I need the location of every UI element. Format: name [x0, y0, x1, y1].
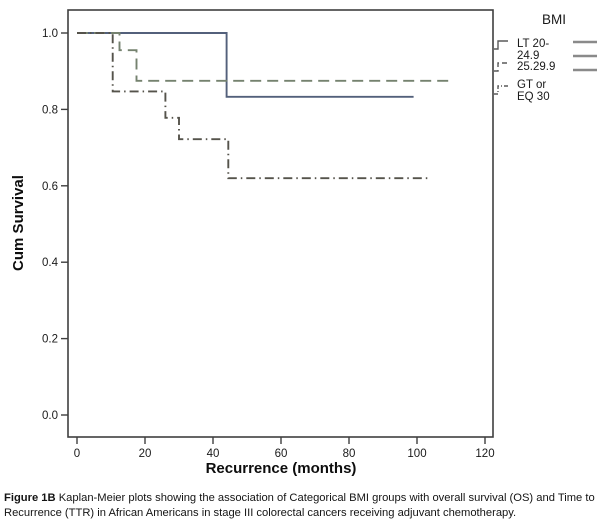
- curve-25-29-9: [77, 32, 451, 82]
- y-axis-title: Cum Survival: [10, 175, 27, 271]
- x-tick-label: 20: [139, 448, 152, 460]
- plot-border: [67, 9, 494, 438]
- survival-curves: [77, 32, 451, 180]
- y-tick-label: 0.4: [42, 257, 59, 269]
- legend-label-line: 25.29.9: [517, 61, 555, 73]
- x-tick-label: 120: [475, 448, 494, 460]
- y-tick-label: 0.8: [42, 104, 58, 116]
- legend-label-line: EQ 30: [517, 91, 550, 103]
- axes: 0.0 0.2 0.4 0.6 0.8 1.0 0 20 40 60 80 100 120: [42, 9, 495, 460]
- legend-key-dashdot-icon: [494, 85, 508, 95]
- curve-lt-20-24-9: [77, 32, 414, 98]
- x-tick-label: 0: [74, 448, 80, 460]
- y-tick-label: 0.0: [42, 410, 58, 422]
- legend-label-line: LT 20-: [517, 38, 549, 50]
- x-axis-title: Recurrence (months): [206, 460, 357, 477]
- x-tick-label: 40: [207, 448, 220, 460]
- figure-caption-text: Kaplan-Meier plots showing the associati…: [4, 492, 595, 519]
- legend-label-line: 24.9: [517, 50, 539, 62]
- y-tick-label: 0.6: [42, 181, 58, 193]
- legend-label-line: GT or: [517, 79, 546, 91]
- figure-caption: Figure 1B Kaplan-Meier plots showing the…: [0, 489, 600, 521]
- legend-key-solid-icon: [494, 40, 508, 50]
- legend-key-dashed-icon: [494, 62, 508, 72]
- figure-caption-label: Figure 1B: [4, 492, 56, 504]
- y-tick-label: 1.0: [42, 28, 58, 40]
- x-tick-label: 60: [275, 448, 288, 460]
- legend-title: BMI: [542, 12, 566, 27]
- x-tick-label: 80: [343, 448, 356, 460]
- km-chart: 0.0 0.2 0.4 0.6 0.8 1.0 0 20 40 60 80 100 120 BMI LT…: [10, 9, 597, 477]
- x-tick-label: 100: [407, 448, 426, 460]
- y-tick-label: 0.2: [42, 334, 58, 346]
- curve-gt-or-eq-30: [77, 32, 431, 180]
